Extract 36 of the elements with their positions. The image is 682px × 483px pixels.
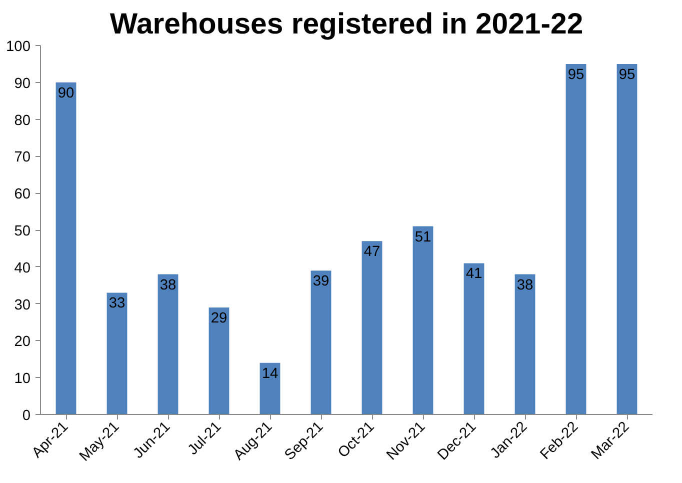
y-tick-label: 100 (6, 39, 31, 55)
y-tick-label: 70 (14, 150, 31, 166)
bar (412, 226, 434, 414)
y-tick-label: 50 (14, 224, 31, 240)
data-label: 47 (364, 244, 380, 260)
bar (514, 274, 536, 414)
data-label: 51 (414, 229, 432, 246)
y-tick-label: 10 (14, 371, 31, 388)
y-tick-label: 40 (14, 260, 31, 276)
data-label: 41 (466, 266, 482, 282)
chart-title: Warehouses registered in 2021-22 (110, 8, 584, 40)
bar (260, 362, 280, 414)
y-tick-label: 20 (14, 334, 31, 350)
bar (158, 274, 178, 414)
y-tick-label: 80 (14, 112, 31, 129)
bar (616, 64, 638, 414)
y-tick-label: 90 (14, 76, 31, 92)
data-label: 38 (160, 277, 176, 294)
data-label: 38 (516, 277, 534, 294)
y-tick-label: 60 (14, 186, 31, 203)
y-tick-label: 0 (22, 408, 31, 424)
bar (56, 82, 76, 414)
data-label: 95 (568, 66, 584, 83)
data-label: 14 (262, 366, 278, 382)
bar (566, 64, 586, 414)
data-label: 95 (618, 66, 636, 83)
bar (362, 241, 382, 414)
data-label: 39 (312, 274, 330, 290)
y-tick-label: 30 (14, 297, 31, 314)
data-label: 90 (58, 85, 74, 102)
data-label: 33 (108, 296, 126, 312)
bar (208, 307, 230, 414)
bar (464, 263, 484, 414)
bar (106, 292, 128, 414)
data-label: 29 (210, 310, 228, 326)
bar (310, 270, 332, 414)
